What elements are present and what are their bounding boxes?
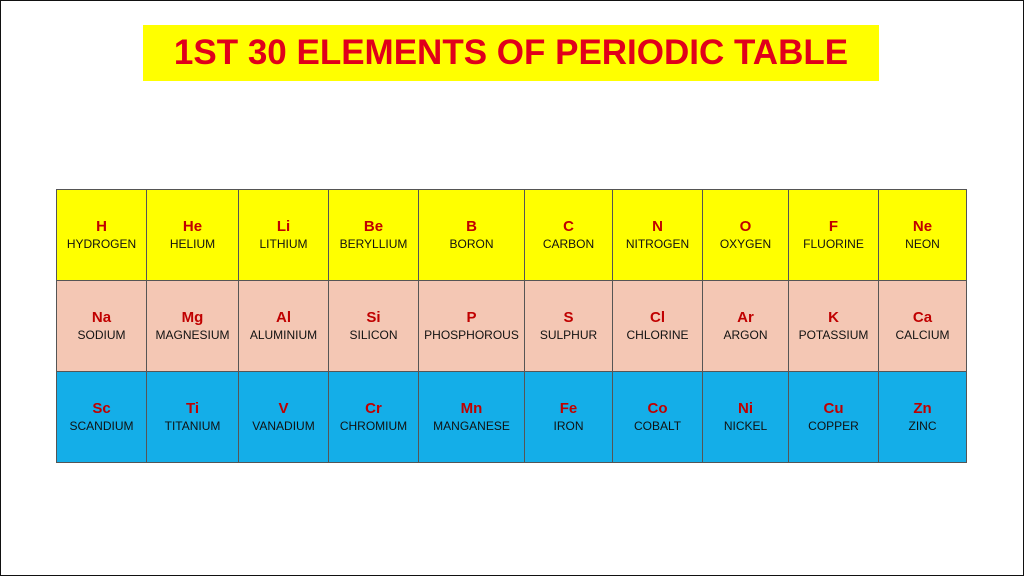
element-symbol: S	[563, 309, 574, 326]
element-symbol: Cl	[650, 309, 665, 326]
element-name: COPPER	[808, 419, 859, 433]
element-symbol: Mg	[181, 309, 204, 326]
element-row: Sc SCANDIUM Ti TITANIUM V VANADIUM Cr CHROMIUM M…	[56, 371, 967, 463]
element-cell: K POTASSIUM	[788, 280, 879, 372]
element-name: ALUMINIUM	[249, 328, 318, 342]
element-name: PHOSPHOROUS	[424, 328, 519, 342]
element-cell: Be BERYLLIUM	[328, 189, 419, 281]
element-name: SODIUM	[77, 328, 126, 342]
element-symbol: O	[739, 218, 752, 235]
element-name: POTASSIUM	[798, 328, 869, 342]
element-name: BERYLLIUM	[339, 237, 408, 251]
element-cell: Co COBALT	[612, 371, 703, 463]
element-symbol: Ar	[737, 309, 754, 326]
element-name: OXYGEN	[719, 237, 772, 251]
element-cell: Ti TITANIUM	[146, 371, 239, 463]
element-cell: Na SODIUM	[56, 280, 147, 372]
element-cell: Zn ZINC	[878, 371, 967, 463]
element-cell: Ni NICKEL	[702, 371, 789, 463]
element-cell: Sc SCANDIUM	[56, 371, 147, 463]
element-name: MANGANESE	[433, 419, 510, 433]
element-name: LITHIUM	[259, 237, 308, 251]
element-symbol: Sc	[92, 400, 111, 417]
element-name: CARBON	[542, 237, 595, 251]
element-cell: B BORON	[418, 189, 525, 281]
element-symbol: B	[466, 218, 477, 235]
title-banner: 1ST 30 ELEMENTS OF PERIODIC TABLE	[143, 25, 879, 81]
element-symbol: Be	[363, 218, 384, 235]
element-name: HELIUM	[169, 237, 216, 251]
element-cell: Al ALUMINIUM	[238, 280, 329, 372]
element-symbol: N	[652, 218, 663, 235]
element-name: FLUORINE	[803, 237, 864, 251]
element-cell: H HYDROGEN	[56, 189, 147, 281]
element-symbol: Al	[276, 309, 291, 326]
element-cell: F FLUORINE	[788, 189, 879, 281]
element-name: CHLORINE	[626, 328, 689, 342]
element-cell: P PHOSPHOROUS	[418, 280, 525, 372]
element-cell: C CARBON	[524, 189, 613, 281]
element-cell: Cr CHROMIUM	[328, 371, 419, 463]
element-cell: Fe IRON	[524, 371, 613, 463]
element-name: MAGNESIUM	[155, 328, 230, 342]
element-name: SCANDIUM	[69, 419, 134, 433]
element-cell: N NITROGEN	[612, 189, 703, 281]
element-name: IRON	[553, 419, 584, 433]
element-symbol: Ti	[185, 400, 200, 417]
element-name: COBALT	[633, 419, 682, 433]
element-symbol: P	[466, 309, 477, 326]
element-cell: O OXYGEN	[702, 189, 789, 281]
element-cell: Ar ARGON	[702, 280, 789, 372]
element-name: TITANIUM	[164, 419, 221, 433]
element-symbol: Li	[276, 218, 291, 235]
element-cell: S SULPHUR	[524, 280, 613, 372]
element-name: HYDROGEN	[66, 237, 137, 251]
element-symbol: Fe	[559, 400, 578, 417]
element-cell: Si SILICON	[328, 280, 419, 372]
element-name: BORON	[449, 237, 494, 251]
element-cell: Cl CHLORINE	[612, 280, 703, 372]
element-name: CALCIUM	[895, 328, 950, 342]
element-symbol: C	[563, 218, 574, 235]
element-symbol: Ca	[912, 309, 933, 326]
element-row: H HYDROGEN He HELIUM Li LITHIUM Be BERYLLIUM B BO…	[56, 189, 967, 281]
element-name: CHROMIUM	[339, 419, 408, 433]
element-rows: H HYDROGEN He HELIUM Li LITHIUM Be BERYLLIUM B BO…	[56, 189, 967, 463]
element-symbol: Mn	[460, 400, 483, 417]
element-name: SILICON	[349, 328, 398, 342]
element-cell: Mg MAGNESIUM	[146, 280, 239, 372]
element-symbol: Si	[366, 309, 381, 326]
element-symbol: H	[96, 218, 107, 235]
element-cell: Li LITHIUM	[238, 189, 329, 281]
element-symbol: Cu	[823, 400, 844, 417]
element-cell: V VANADIUM	[238, 371, 329, 463]
element-cell: He HELIUM	[146, 189, 239, 281]
element-name: ZINC	[908, 419, 937, 433]
element-cell: Cu COPPER	[788, 371, 879, 463]
element-symbol: Na	[91, 309, 112, 326]
element-symbol: Ne	[912, 218, 933, 235]
element-symbol: F	[828, 218, 839, 235]
element-cell: Ne NEON	[878, 189, 967, 281]
element-name: NICKEL	[723, 419, 768, 433]
element-name: SULPHUR	[539, 328, 598, 342]
element-symbol: Ni	[738, 400, 753, 417]
element-symbol: He	[182, 218, 203, 235]
element-name: ARGON	[723, 328, 768, 342]
element-cell: Mn MANGANESE	[418, 371, 525, 463]
element-name: NITROGEN	[625, 237, 690, 251]
element-symbol: V	[278, 400, 289, 417]
element-symbol: Zn	[913, 400, 932, 417]
element-cell: Ca CALCIUM	[878, 280, 967, 372]
element-name: NEON	[905, 237, 940, 251]
page-title: 1ST 30 ELEMENTS OF PERIODIC TABLE	[173, 33, 849, 72]
element-table: H HYDROGEN He HELIUM Li LITHIUM Be BERYLLIUM B BO…	[56, 189, 967, 463]
element-name: VANADIUM	[252, 419, 315, 433]
element-symbol: Cr	[365, 400, 382, 417]
element-symbol: K	[828, 309, 839, 326]
element-row: Na SODIUM Mg MAGNESIUM Al ALUMINIUM Si SILICON P…	[56, 280, 967, 372]
element-symbol: Co	[647, 400, 668, 417]
